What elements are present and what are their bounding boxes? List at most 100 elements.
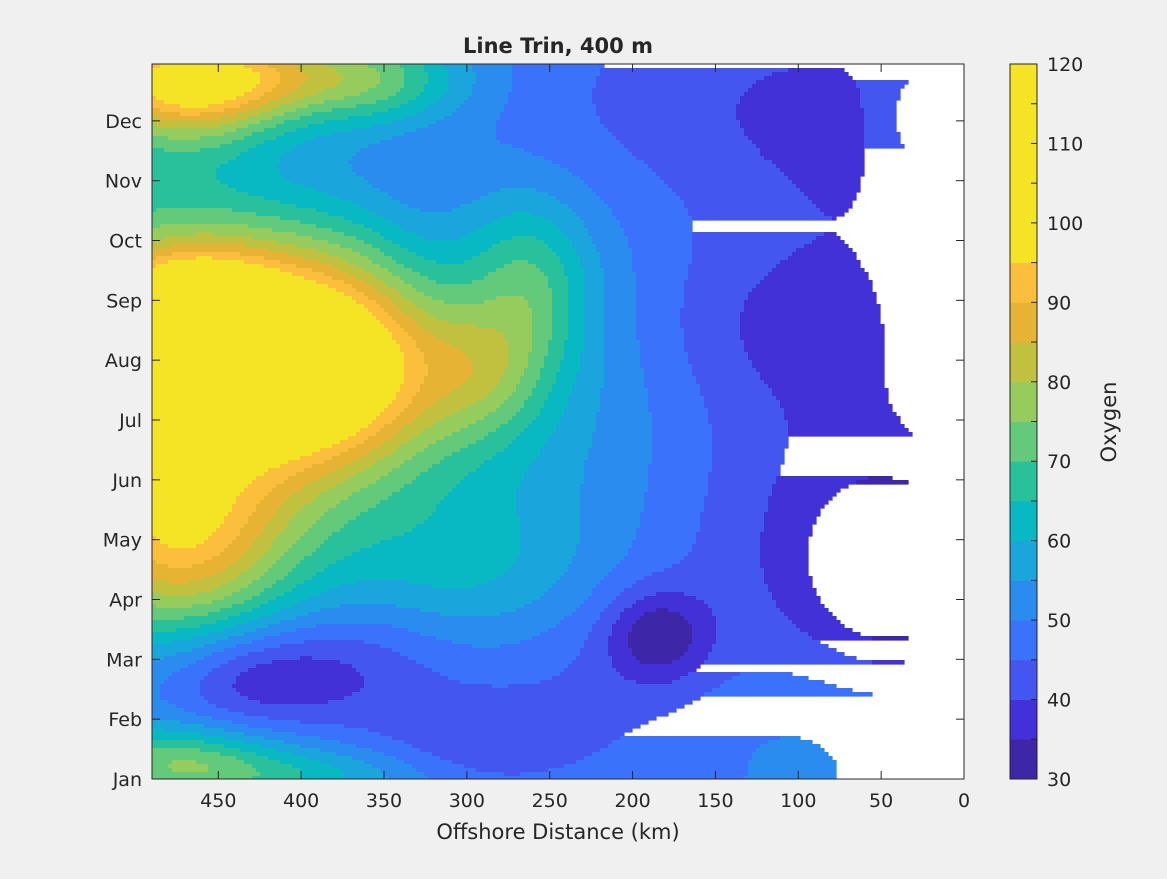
colorbar-tick-label: 60 <box>1047 531 1071 553</box>
contour-cell <box>520 432 553 437</box>
contour-cell <box>620 220 693 225</box>
contour-cell <box>804 244 849 249</box>
contour-cell <box>568 324 585 329</box>
contour-cell <box>712 608 781 613</box>
contour-cell <box>580 260 601 265</box>
contour-cell <box>636 580 765 585</box>
contour-cell <box>664 180 793 185</box>
contour-cell <box>516 412 541 417</box>
contour-cell <box>536 384 553 389</box>
contour-cell <box>152 360 405 365</box>
contour-cell <box>248 116 273 121</box>
contour-cell <box>584 320 605 325</box>
contour-cell <box>236 128 265 133</box>
contour-cell <box>388 776 429 779</box>
contour-cell <box>628 240 693 245</box>
contour-cell <box>756 284 873 289</box>
contour-cell <box>356 104 401 109</box>
contour-cell <box>864 116 897 121</box>
contour-cell <box>748 768 837 773</box>
contour-cell <box>500 644 585 649</box>
contour-cell <box>520 528 581 533</box>
contour-cell <box>352 692 705 697</box>
contour-cell <box>152 272 293 277</box>
contour-cell <box>624 608 657 613</box>
contour-cell <box>328 284 353 289</box>
contour-cell <box>792 252 857 257</box>
contour-cell <box>268 548 289 553</box>
contour-cell <box>648 488 709 493</box>
contour-cell <box>152 312 373 317</box>
contour-cell <box>300 84 337 89</box>
contour-cell <box>532 316 553 321</box>
contour-cell <box>372 260 397 265</box>
contour-cell <box>612 628 633 633</box>
contour-cell <box>612 740 769 745</box>
contour-cell <box>748 352 885 357</box>
contour-cell <box>424 256 473 261</box>
contour-cell <box>276 124 309 129</box>
contour-cell <box>668 608 713 613</box>
contour-cell <box>564 340 585 345</box>
contour-cell <box>176 704 217 709</box>
contour-cell <box>764 76 853 81</box>
contour-cell <box>460 408 497 413</box>
contour-cell <box>264 528 285 533</box>
contour-cell <box>640 512 701 517</box>
contour-cell <box>236 576 261 581</box>
contour-cell <box>152 584 221 589</box>
contour-cell <box>208 612 241 617</box>
contour-cell <box>704 504 769 509</box>
contour-cell <box>744 344 885 349</box>
contour-cell <box>712 428 789 433</box>
contour-cell <box>424 84 449 89</box>
contour-cell <box>584 460 653 465</box>
contour-cell <box>216 620 249 625</box>
contour-cell <box>620 672 689 677</box>
contour-cell <box>764 512 821 517</box>
contour-cell <box>256 628 297 633</box>
contour-cell <box>364 280 385 285</box>
contour-cell <box>152 220 301 225</box>
contour-cell <box>308 76 345 81</box>
contour-cell <box>808 196 857 201</box>
contour-cell <box>768 504 825 509</box>
contour-cell <box>152 532 213 537</box>
contour-cell <box>428 276 485 281</box>
contour-cell <box>320 608 421 613</box>
contour-cell <box>228 636 265 641</box>
contour-cell <box>532 420 561 425</box>
contour-cell <box>636 336 685 341</box>
contour-cell <box>284 112 313 117</box>
contour-cell <box>768 508 821 513</box>
contour-cell <box>484 416 513 421</box>
contour-cell <box>436 260 465 265</box>
contour-cell <box>424 236 461 241</box>
contour-cell <box>300 488 329 493</box>
contour-cell <box>592 436 653 441</box>
contour-cell <box>520 524 581 529</box>
contour-cell <box>636 324 681 329</box>
contour-cell <box>520 532 581 537</box>
contour-cell <box>516 384 537 389</box>
contour-cell <box>692 216 833 221</box>
contour-cell <box>560 200 605 205</box>
y-tick-label: May <box>103 530 142 552</box>
contour-cell <box>464 380 501 385</box>
contour-cell <box>152 260 169 265</box>
contour-cell <box>324 100 377 105</box>
contour-cell <box>632 264 689 269</box>
contour-cell <box>328 488 361 493</box>
contour-cell <box>580 648 609 653</box>
contour-cell <box>288 572 317 577</box>
contour-cell <box>396 448 425 453</box>
contour-cell <box>816 204 853 209</box>
contour-cell <box>232 208 317 213</box>
contour-cell <box>744 776 837 779</box>
contour-cell <box>376 460 405 465</box>
contour-cell <box>212 652 249 657</box>
contour-cell <box>504 368 525 373</box>
contour-cell <box>328 508 369 513</box>
contour-cell <box>152 156 237 161</box>
